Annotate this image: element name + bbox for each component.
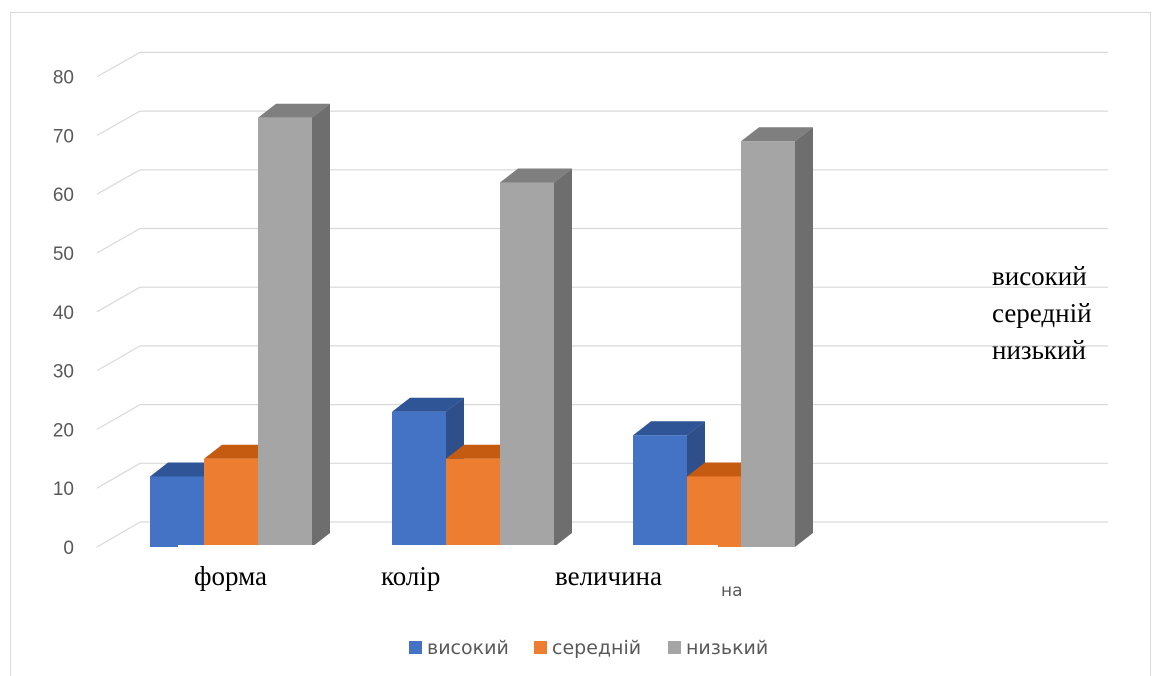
y-tick-label: 0 — [63, 538, 74, 559]
category-label: величина — [555, 561, 662, 591]
legend-item: середній — [534, 637, 641, 659]
category-label: форма — [194, 561, 267, 591]
side-legend-entry: низький — [992, 335, 1086, 365]
bar — [741, 127, 813, 547]
legend-label: високий — [427, 637, 509, 659]
partial-category-label: на — [721, 581, 743, 601]
legend-swatch — [534, 641, 547, 654]
legend-swatch — [409, 641, 422, 654]
category-label: колір — [381, 561, 440, 591]
y-tick-label: 80 — [53, 68, 74, 89]
gridline — [96, 51, 1108, 78]
side-legend-entry: високий — [992, 261, 1087, 291]
legend-item: низький — [668, 637, 768, 659]
legend-swatch — [668, 641, 681, 654]
y-tick-label: 50 — [53, 244, 74, 265]
bar — [258, 103, 330, 547]
y-tick-label: 40 — [53, 303, 74, 324]
side-legend-entry: середній — [992, 298, 1092, 328]
side-legend: високий середній низький — [992, 261, 1092, 365]
y-tick-label: 60 — [53, 185, 74, 206]
bar — [500, 168, 572, 547]
label-backdrop — [178, 545, 718, 585]
bars — [150, 103, 813, 585]
y-tick-label: 10 — [53, 479, 74, 500]
y-tick-label: 20 — [53, 420, 74, 441]
y-tick-label: 70 — [53, 126, 74, 147]
legend-label: низький — [686, 637, 768, 659]
category-labels: форма колір величина — [194, 561, 662, 591]
legend-item: високий — [409, 637, 509, 659]
legend: високий середній низький — [409, 637, 768, 659]
legend-label: середній — [552, 637, 641, 659]
y-axis-ticks: 0 10 20 30 40 50 60 70 80 — [53, 68, 74, 559]
y-tick-label: 30 — [53, 362, 74, 383]
